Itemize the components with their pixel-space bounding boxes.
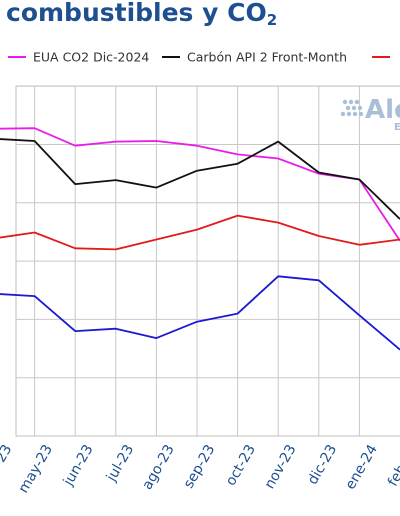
chart-grid [15,85,400,437]
brand-logo: AleE [340,95,400,133]
logo-dot-icon [354,99,360,105]
x-tick-label: sep-23 [181,442,219,491]
logo-dot-icon [358,111,364,117]
logo-dot-icon [357,105,363,111]
x-tick-label: may-23 [16,442,56,496]
series-line [0,214,400,251]
chart-title-main: combustibles y CO [6,0,267,27]
legend-label: EUA CO2 Dic-2024 [33,50,149,65]
x-tick-label: feb-24 [385,442,400,489]
logo-dot-icon [340,111,346,117]
series-line [0,138,400,220]
x-tick-label: oct-23 [223,442,259,489]
x-tick-label: ene-24 [343,442,381,492]
x-tick-label: jun-23 [60,442,97,489]
logo-text: Ale [365,95,400,125]
chart-x-axis: -23 may-23 jun-23 jul-23 ago-23 sep-23 oct-23 n… [0,442,400,496]
logo-dot-icon [342,99,348,105]
series-line [0,127,400,242]
legend-label: Carbón API 2 Front-Month [187,50,347,65]
chart-legend: EUA CO2 Dic-2024 Carbón API 2 Front-Month [8,50,390,65]
x-tick-label: dic-23 [305,442,341,488]
x-tick-label: ago-23 [139,442,177,493]
x-tick-label: jul-23 [103,442,137,485]
logo-dot-icon [348,99,354,105]
logo-dot-icon [351,105,357,111]
series-line [0,275,400,351]
logo-dot-icon [352,111,358,117]
x-tick-label: -23 [0,442,15,470]
logo-dot-icon [345,105,351,111]
chart-title: combustibles y CO2 [6,0,277,39]
x-tick-label: nov-23 [262,442,300,492]
logo-dot-icon [346,111,352,117]
chart-title-subscript: 2 [266,11,278,29]
logo-subtext: E [394,122,400,133]
